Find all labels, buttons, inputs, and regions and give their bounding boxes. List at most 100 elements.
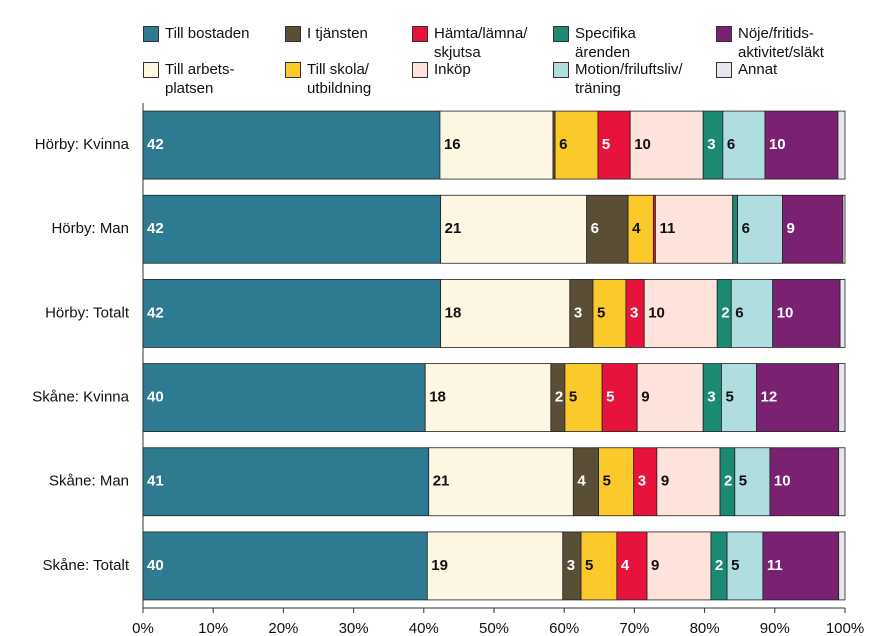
bar-segment — [627, 194, 654, 264]
data-label: 11 — [767, 557, 783, 574]
data-label: 2 — [555, 389, 563, 406]
y-tick-label: Hörby: Totalt — [45, 304, 130, 321]
legend-item: Motion/friluftsliv/ träning — [553, 60, 683, 98]
bar-segment — [616, 531, 648, 601]
data-label: 12 — [761, 389, 778, 406]
data-label: 4 — [621, 557, 630, 574]
data-label: 18 — [429, 389, 446, 406]
data-label: 41 — [147, 473, 164, 490]
bar-segment — [762, 531, 840, 601]
data-label: 11 — [659, 220, 675, 237]
x-tick-label: 20% — [268, 620, 298, 636]
bar-segment — [838, 363, 846, 432]
legend-item: Till skola/ utbildning — [285, 60, 371, 98]
data-label: 10 — [774, 473, 791, 490]
data-label: 6 — [742, 220, 750, 237]
legend-swatch — [716, 62, 732, 78]
bar-segment — [629, 110, 704, 180]
data-label: 21 — [433, 473, 450, 490]
x-tick-label: 60% — [549, 620, 579, 636]
bar-segment — [721, 363, 757, 432]
data-label: 4 — [632, 220, 641, 237]
data-label: 10 — [648, 304, 665, 321]
legend-label: Motion/friluftsliv/ träning — [575, 61, 683, 97]
x-tick-label: 70% — [619, 620, 649, 636]
bar-segment — [142, 279, 442, 348]
data-label: 18 — [445, 304, 462, 321]
x-tick-label: 90% — [760, 620, 790, 636]
x-tick-label: 100% — [826, 620, 864, 636]
data-label: 42 — [147, 304, 164, 321]
legend-item: Till arbets- platsen — [143, 60, 234, 98]
data-label: 6 — [727, 136, 735, 153]
bar-segment — [586, 194, 629, 264]
data-label: 5 — [739, 473, 747, 490]
legend-label: Till skola/ utbildning — [307, 61, 372, 97]
bar-segment — [592, 279, 627, 348]
data-label: 5 — [725, 389, 733, 406]
data-label: 3 — [707, 136, 715, 153]
legend-swatch — [285, 62, 301, 78]
bar-segment — [142, 363, 426, 432]
legend-item: Annat — [716, 60, 777, 79]
legend-item: Nöje/fritids- aktivitet/släkt — [716, 24, 824, 62]
bar-segment — [734, 447, 771, 517]
y-tick-label: Hörby: Man — [51, 220, 129, 237]
legend-item: Hämta/lämna/ skjutsa — [412, 24, 527, 62]
legend-item: Inköp — [412, 60, 471, 79]
data-label: 9 — [661, 473, 669, 490]
bar-segment — [837, 110, 846, 180]
legend-label: Till arbets- platsen — [165, 61, 235, 97]
y-tick-label: Skåne: Kvinna — [32, 389, 129, 406]
data-label: 10 — [769, 136, 786, 153]
bar-segment — [564, 363, 603, 432]
legend-item: Specifika ärenden — [553, 24, 636, 62]
legend-swatch — [553, 26, 569, 42]
bar-segment — [838, 447, 846, 517]
bar-segment — [580, 531, 618, 601]
legend-label: I tjänsten — [307, 25, 368, 42]
bar-segment — [142, 531, 428, 601]
bar-segment — [764, 110, 839, 180]
data-label: 5 — [606, 389, 614, 406]
data-label: 40 — [147, 557, 164, 574]
bar-segment — [737, 194, 783, 264]
bar-segment — [554, 110, 599, 180]
bar-segment — [597, 110, 631, 180]
data-label: 21 — [445, 220, 462, 237]
bar-segment — [572, 447, 599, 517]
data-label: 3 — [567, 557, 575, 574]
data-label: 3 — [630, 304, 638, 321]
y-tick-label: Skåne: Totalt — [43, 557, 130, 574]
data-label: 6 — [735, 304, 743, 321]
legend-swatch — [412, 26, 428, 42]
bar-segment — [440, 279, 571, 348]
data-label: 42 — [147, 220, 164, 237]
data-label: 10 — [634, 136, 651, 153]
data-label: 9 — [787, 220, 795, 237]
bar-segment — [598, 447, 635, 517]
data-label: 42 — [147, 136, 164, 153]
legend-label: Till bostaden — [165, 25, 250, 42]
data-label: 5 — [603, 473, 611, 490]
bar-segment — [636, 363, 704, 432]
data-label: 19 — [431, 557, 448, 574]
bar-segment — [772, 279, 841, 348]
bar-segment — [656, 447, 721, 517]
bar-segment — [142, 447, 430, 517]
data-label: 5 — [597, 304, 605, 321]
legend-swatch — [143, 62, 159, 78]
data-label: 3 — [574, 304, 582, 321]
bar-segment — [601, 363, 638, 432]
x-tick-label: 50% — [479, 620, 509, 636]
bar-segment — [142, 110, 441, 180]
bar-segment — [142, 194, 442, 264]
bar-segment — [426, 531, 564, 601]
data-label: 6 — [591, 220, 599, 237]
legend-label: Inköp — [434, 61, 471, 78]
legend-swatch — [285, 26, 301, 42]
x-tick-label: 30% — [339, 620, 369, 636]
bar-segment — [782, 194, 844, 264]
legend-item: Till bostaden — [143, 24, 250, 43]
